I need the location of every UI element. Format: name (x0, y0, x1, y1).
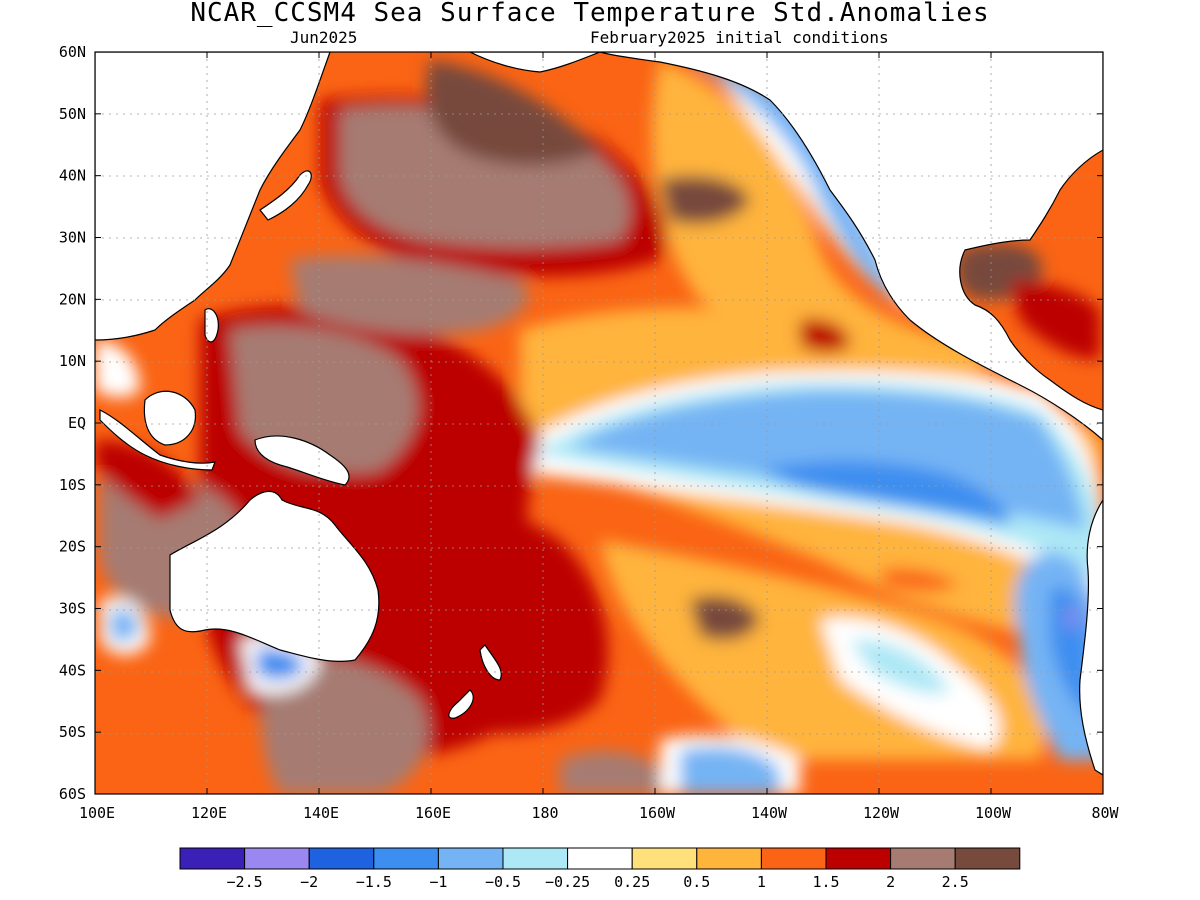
lon-label: 160E (415, 804, 451, 822)
legend-label: −1.5 (356, 873, 392, 891)
legend-label: 2 (886, 873, 895, 891)
legend-swatch (631, 847, 698, 870)
graticule (95, 52, 1103, 794)
lat-label: 50N (59, 105, 86, 123)
legend-label: 0.5 (683, 873, 710, 891)
lat-label: 10S (59, 476, 86, 494)
lon-label: 100W (975, 804, 1012, 822)
color-legend: −2.5 −2 −1.5 −1 −0.5 −0.25 0.25 0.5 1 1.5 2 2.5 (179, 847, 1021, 891)
lon-label: 160W (639, 804, 676, 822)
land-masses (95, 52, 1103, 776)
legend-swatch (567, 847, 633, 870)
lon-label: 100E (79, 804, 115, 822)
lon-label: 80W (1091, 804, 1119, 822)
lat-label: 40S (59, 661, 86, 679)
lat-label: 20S (59, 538, 86, 556)
lat-label: 30S (59, 600, 86, 618)
legend-swatch (244, 847, 310, 870)
lat-label: 20N (59, 290, 86, 308)
anomaly-field (95, 52, 1103, 794)
lon-label: 180 (531, 804, 558, 822)
legend-label: 1.5 (812, 873, 839, 891)
lat-label: 60N (59, 43, 86, 61)
lat-label: 10N (59, 352, 86, 370)
legend-swatch (179, 847, 246, 870)
lat-label: 40N (59, 167, 86, 185)
legend-swatch (825, 847, 892, 870)
legend-label: −0.25 (545, 873, 590, 891)
legend-swatch (696, 847, 762, 870)
legend-label: 0.25 (614, 873, 650, 891)
latitude-axis: 60N 50N 40N 30N 20N 10N EQ 10S 20S 30S 40S 50S 60S (59, 43, 1103, 803)
map-title: NCAR_CCSM4 Sea Surface Temperature Std.A… (190, 0, 990, 28)
legend-swatch (760, 847, 827, 870)
legend-swatch (373, 847, 439, 870)
legend-label: −2.5 (227, 873, 263, 891)
longitude-axis: 100E 120E 140E 160E 180 160W 140W 120W 100W 80W (79, 52, 1120, 822)
lon-label: 140W (751, 804, 788, 822)
lat-label: 30N (59, 229, 86, 247)
legend-swatch (502, 847, 569, 870)
legend-swatch (437, 847, 504, 870)
lon-label: 120W (863, 804, 900, 822)
lon-label: 120E (191, 804, 227, 822)
legend-label: −2 (300, 873, 318, 891)
legend-swatch (308, 847, 375, 870)
lat-label: 50S (59, 723, 86, 741)
lat-label: EQ (68, 414, 86, 432)
legend-label: −0.5 (485, 873, 521, 891)
legend-swatch (954, 847, 1021, 870)
forecast-month: Jun2025 (290, 28, 358, 47)
lon-label: 140E (303, 804, 339, 822)
legend-swatch (890, 847, 956, 870)
legend-label: −1 (429, 873, 447, 891)
legend-label: 1 (757, 873, 766, 891)
initial-conditions: February2025 initial conditions (590, 28, 889, 47)
legend-label: 2.5 (942, 873, 969, 891)
lat-label: 60S (59, 785, 86, 803)
